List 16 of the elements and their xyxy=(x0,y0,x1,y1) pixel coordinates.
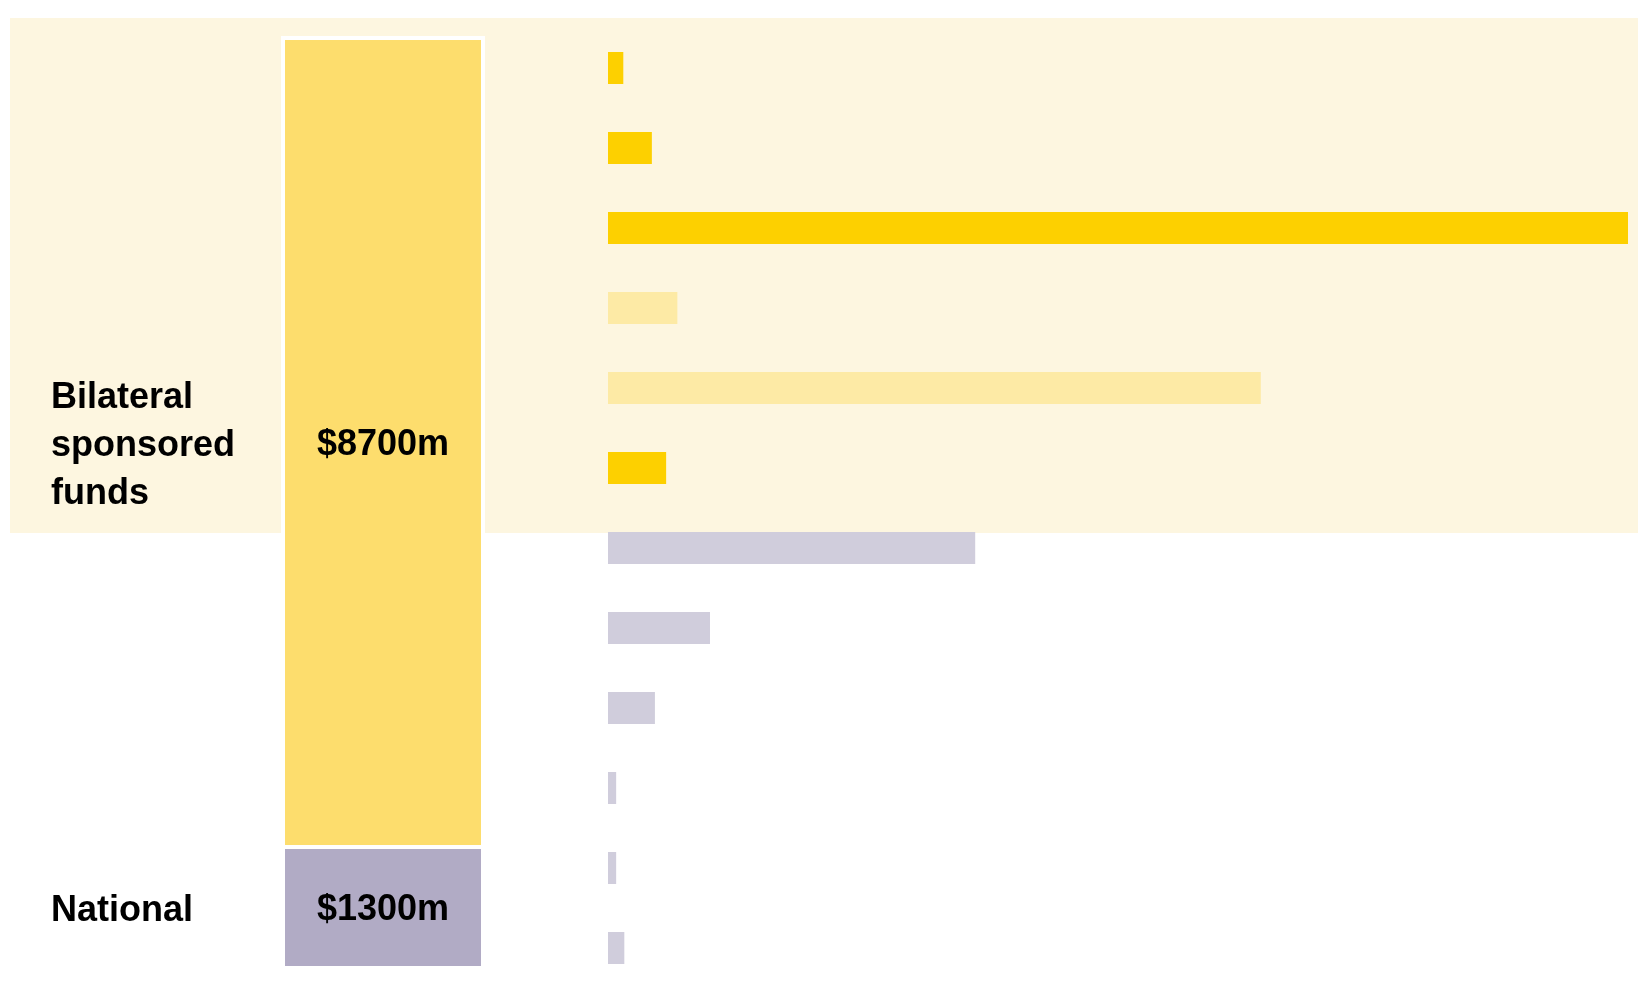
bar xyxy=(608,772,617,804)
bar xyxy=(608,212,1628,244)
bar xyxy=(608,132,652,164)
bar xyxy=(608,532,976,564)
bar xyxy=(608,852,617,884)
bar xyxy=(608,612,710,644)
data-label: $8700m xyxy=(316,422,450,464)
bar xyxy=(608,932,625,964)
bar xyxy=(608,292,678,324)
data-label: $1300m xyxy=(316,887,450,929)
bar xyxy=(608,452,667,484)
bar xyxy=(608,52,624,84)
bar xyxy=(608,372,1261,404)
bar xyxy=(608,692,655,724)
text: National xyxy=(51,887,194,929)
series-label: Bilateral sponsored funds xyxy=(51,374,236,512)
